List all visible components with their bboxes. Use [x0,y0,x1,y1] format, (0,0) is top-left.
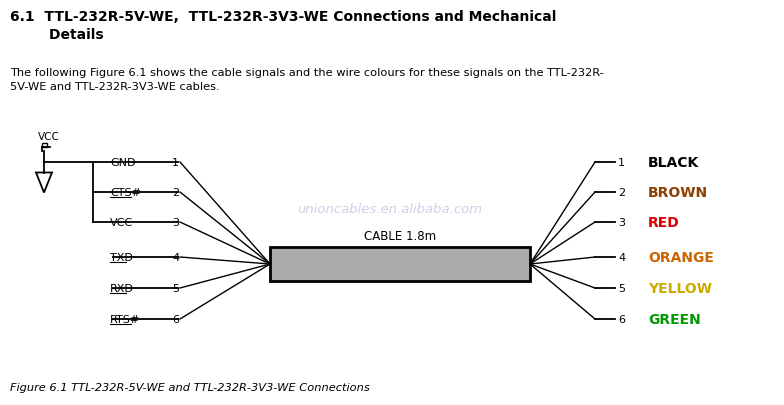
Text: CTS#: CTS# [110,188,141,198]
Text: Figure 6.1 TTL-232R-5V-WE and TTL-232R-3V3-WE Connections: Figure 6.1 TTL-232R-5V-WE and TTL-232R-3… [10,382,370,392]
Text: BLACK: BLACK [648,156,699,170]
Text: RTS#: RTS# [110,314,140,324]
Text: GREEN: GREEN [648,312,701,326]
Text: 6: 6 [618,314,625,324]
Text: YELLOW: YELLOW [648,281,712,295]
Text: 5: 5 [618,284,625,293]
Text: 3: 3 [618,217,625,228]
Text: RXD: RXD [110,284,134,293]
Text: 1: 1 [618,158,625,168]
Text: ORANGE: ORANGE [648,250,714,264]
Text: 3: 3 [172,217,179,228]
Text: 2: 2 [618,188,625,198]
Text: unioncables.en.alibaba.com: unioncables.en.alibaba.com [297,203,483,216]
Text: 2: 2 [172,188,179,198]
Text: 5V-WE and TTL-232R-3V3-WE cables.: 5V-WE and TTL-232R-3V3-WE cables. [10,82,220,92]
Text: GND: GND [110,158,136,168]
Text: Details: Details [10,28,103,42]
Text: 5: 5 [172,284,179,293]
Text: CABLE 1.8m: CABLE 1.8m [364,230,436,243]
Text: VCC: VCC [38,132,60,142]
Text: BROWN: BROWN [648,185,708,200]
Bar [42,144,47,148]
Text: 4: 4 [172,252,179,262]
Text: 4: 4 [618,252,625,262]
Text: 1: 1 [172,158,179,168]
Text: 6: 6 [172,314,179,324]
Text: VCC: VCC [110,217,133,228]
Text: The following Figure 6.1 shows the cable signals and the wire colours for these : The following Figure 6.1 shows the cable… [10,68,604,78]
Text: 6.1  TTL-232R-5V-WE,  TTL-232R-3V3-WE Connections and Mechanical: 6.1 TTL-232R-5V-WE, TTL-232R-3V3-WE Conn… [10,10,557,24]
Text: TXD: TXD [110,252,132,262]
Bar [270,247,530,281]
Text: RED: RED [648,215,680,230]
